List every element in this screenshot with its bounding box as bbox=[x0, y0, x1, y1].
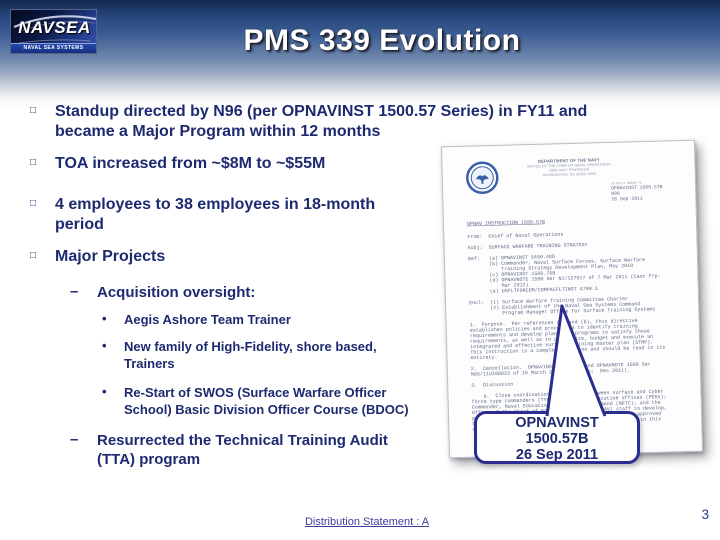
bullet-line: (TTA) program bbox=[97, 451, 201, 468]
callout-line: OPNAVINST bbox=[515, 415, 599, 431]
bullet-line: Trainers bbox=[124, 356, 175, 371]
sub-bullet-aegis: • Aegis Ashore Team Trainer bbox=[102, 311, 690, 328]
bullet-line: New family of High-Fidelity, shore based… bbox=[124, 339, 377, 354]
square-bullet-icon: □ bbox=[30, 157, 37, 168]
logo-subtitle: NAVAL SEA SYSTEMS COMMAND bbox=[11, 43, 96, 53]
page-title: PMS 339 Evolution bbox=[243, 24, 521, 57]
square-bullet-icon: □ bbox=[30, 250, 37, 261]
bullet-line: Resurrected the Technical Training Audit bbox=[97, 432, 388, 449]
bullet-line: Standup directed by N96 (per OPNAVINST 1… bbox=[55, 103, 588, 120]
square-bullet-icon: □ bbox=[30, 198, 37, 209]
page-number: 3 bbox=[701, 507, 709, 522]
sub-bullet-acquisition: – Acquisition oversight: bbox=[70, 283, 690, 302]
document-letterhead: DEPARTMENT OF THE NAVY OFFICE OF THE CHI… bbox=[502, 156, 635, 178]
square-bullet-icon: □ bbox=[30, 105, 37, 116]
navsea-logo: NAVSEA NAVAL SEA SYSTEMS COMMAND bbox=[10, 9, 97, 54]
bullet-line: became a Major Program within 12 months bbox=[55, 123, 381, 140]
dash-bullet-icon: – bbox=[70, 283, 79, 300]
bullet-line: period bbox=[55, 216, 104, 233]
sub-bullet-swos: • Re-Start of SWOS (Surface Warfare Offi… bbox=[102, 384, 690, 418]
bullet-line: School) Basic Division Officer Course (B… bbox=[124, 402, 409, 417]
navy-seal-icon bbox=[466, 161, 499, 195]
callout-pointer-icon bbox=[545, 304, 607, 417]
opnavinst-callout: OPNAVINST 1500.57B 26 Sep 2011 bbox=[474, 411, 640, 464]
bullet-list: □ Standup directed by N96 (per OPNAVINST… bbox=[30, 102, 690, 469]
distribution-statement-link[interactable]: Distribution Statement : A bbox=[304, 516, 430, 528]
bullet-line: TOA increased from ~$8M to ~$55M bbox=[55, 155, 326, 172]
document-page: DEPARTMENT OF THE NAVY OFFICE OF THE CHI… bbox=[442, 141, 702, 457]
callout-line: 26 Sep 2011 bbox=[515, 447, 599, 463]
reference-line: 26 Sep 2011 bbox=[611, 195, 643, 202]
document-reference-block: IN REPLY REFER TO OPNAVINST 1500.57B N96… bbox=[611, 181, 663, 202]
bullet-item-toa: □ TOA increased from ~$8M to ~$55M bbox=[30, 154, 690, 174]
dash-bullet-icon: – bbox=[70, 431, 79, 448]
bullet-item-standup: □ Standup directed by N96 (per OPNAVINST… bbox=[30, 102, 690, 142]
bullet-item-employees: □ 4 employees to 38 employees in 18-mont… bbox=[30, 195, 690, 235]
sub-bullet-trainers: • New family of High-Fidelity, shore bas… bbox=[102, 338, 690, 372]
bullet-line: Aegis Ashore Team Trainer bbox=[124, 312, 291, 327]
bullet-line: Major Projects bbox=[55, 248, 166, 265]
bullet-line: 4 employees to 38 employees in 18-month bbox=[55, 196, 376, 213]
dot-bullet-icon: • bbox=[102, 384, 107, 399]
footer: Distribution Statement : A bbox=[0, 512, 720, 530]
document-image: DEPARTMENT OF THE NAVY OFFICE OF THE CHI… bbox=[440, 139, 704, 459]
callout-line: 1500.57B bbox=[525, 431, 589, 447]
dot-bullet-icon: • bbox=[102, 338, 107, 353]
dot-bullet-icon: • bbox=[102, 311, 107, 326]
document-instruction-title: OPNAV INSTRUCTION 1500.57B bbox=[466, 219, 546, 228]
bullet-line: Acquisition oversight: bbox=[97, 284, 256, 301]
sub-bullet-tta: – Resurrected the Technical Training Aud… bbox=[70, 431, 690, 469]
bullet-item-major-projects: □ Major Projects bbox=[30, 247, 690, 267]
header-gradient-band bbox=[0, 0, 720, 110]
bullet-line: Re-Start of SWOS (Surface Warfare Office… bbox=[124, 385, 387, 400]
logo-title: NAVSEA bbox=[18, 18, 91, 37]
swoosh-icon bbox=[13, 15, 96, 44]
